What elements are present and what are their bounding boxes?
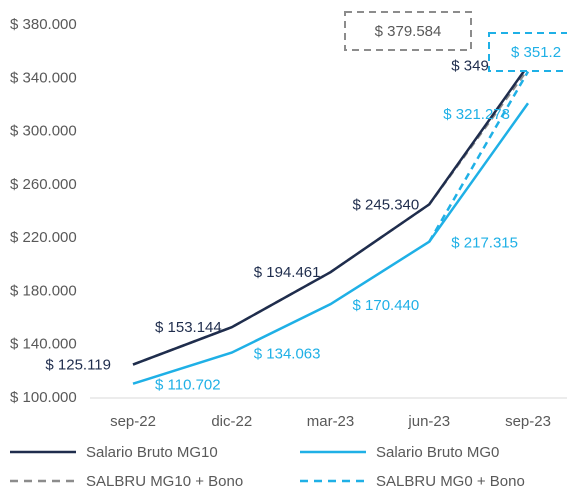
legend-label: SALBRU MG10 + Bono (86, 473, 243, 489)
data-label: $ 153.144 (155, 319, 222, 336)
y-tick-label: $ 260.000 (10, 176, 77, 193)
y-tick-label: $ 300.000 (10, 123, 77, 140)
annotation-box (488, 32, 567, 72)
y-tick-label: $ 220.000 (10, 229, 77, 246)
y-tick-label: $ 340.000 (10, 69, 77, 86)
y-tick-label: $ 140.000 (10, 336, 77, 353)
x-tick-label: dic-22 (211, 413, 252, 430)
data-label: $ 134.063 (254, 346, 321, 363)
data-label: $ 321.273 (443, 106, 510, 123)
annotation: $ 351.2 (511, 44, 561, 61)
series-line (132, 64, 530, 366)
data-label: $ 170.440 (353, 297, 420, 314)
x-tick-label: jun-23 (407, 413, 450, 430)
series-line (132, 102, 530, 385)
y-tick-label: $ 380.000 (10, 16, 77, 33)
y-tick-label: $ 100.000 (10, 389, 77, 406)
x-tick-label: sep-22 (110, 413, 156, 430)
data-label: $ 125.119 (45, 357, 111, 374)
legend-label: Salario Bruto MG10 (86, 444, 218, 461)
data-label: $ 110.702 (155, 377, 221, 394)
y-tick-label: $ 180.000 (10, 282, 77, 299)
x-tick-label: mar-23 (307, 413, 355, 430)
annotation-box (344, 11, 472, 51)
data-label: $ 245.340 (353, 196, 420, 213)
x-tick-label: sep-23 (505, 413, 551, 430)
series-line (428, 70, 530, 243)
data-label: $ 194.461 (254, 264, 321, 281)
annotation: $ 379.584 (375, 23, 442, 40)
data-label: $ 217.315 (451, 235, 518, 252)
legend-label: SALBRU MG0 + Bono (376, 473, 525, 489)
legend-label: Salario Bruto MG0 (376, 444, 499, 461)
